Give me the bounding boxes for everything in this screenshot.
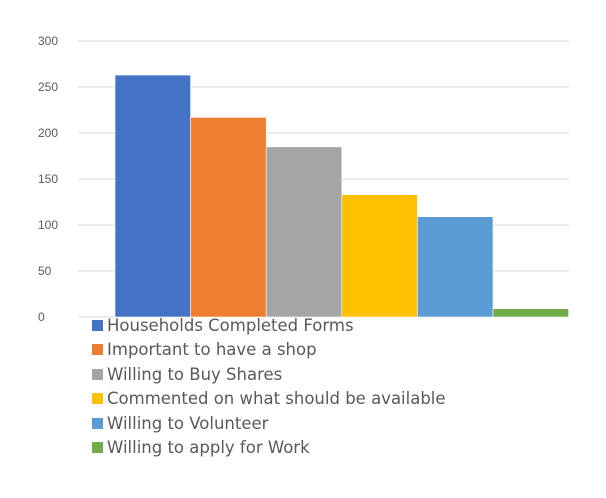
legend-label: Willing to Buy Shares (107, 364, 283, 384)
y-axis-ticks: 0 50 100 150 200 250 300 (38, 34, 58, 324)
y-tick-label: 0 (38, 310, 45, 324)
y-tick-label: 200 (38, 126, 58, 140)
legend-label: Important to have a shop (107, 340, 317, 360)
bar-3 (265, 146, 343, 318)
legend-item: Willing to Volunteer (92, 411, 446, 436)
legend-swatch (92, 319, 103, 331)
y-tick-label: 100 (38, 218, 58, 232)
legend-swatch (92, 393, 103, 405)
bar-6 (492, 308, 569, 318)
bar-5 (417, 216, 494, 318)
legend-label: Willing to apply for Work (107, 438, 310, 458)
legend-item: Willing to Buy Shares (92, 362, 446, 387)
legend-swatch (92, 417, 103, 429)
legend-label: Households Completed Forms (107, 315, 354, 335)
legend: Households Completed Forms Important to h… (92, 313, 446, 460)
bar-4 (341, 194, 418, 318)
y-tick-label: 150 (38, 172, 58, 186)
bar-2 (190, 117, 267, 318)
bar-1 (114, 74, 191, 318)
bars (114, 74, 569, 318)
y-tick-label: 300 (38, 34, 58, 48)
y-tick-label: 250 (38, 80, 58, 94)
legend-item: Commented on what should be available (92, 387, 446, 412)
legend-swatch (92, 368, 103, 380)
legend-label: Willing to Volunteer (107, 413, 269, 433)
y-tick-label: 50 (38, 264, 52, 278)
legend-item: Important to have a shop (92, 338, 446, 363)
legend-item: Households Completed Forms (92, 313, 446, 338)
legend-swatch (92, 442, 103, 454)
legend-swatch (92, 344, 103, 356)
legend-item: Willing to apply for Work (92, 436, 446, 461)
legend-label: Commented on what should be available (107, 389, 446, 409)
